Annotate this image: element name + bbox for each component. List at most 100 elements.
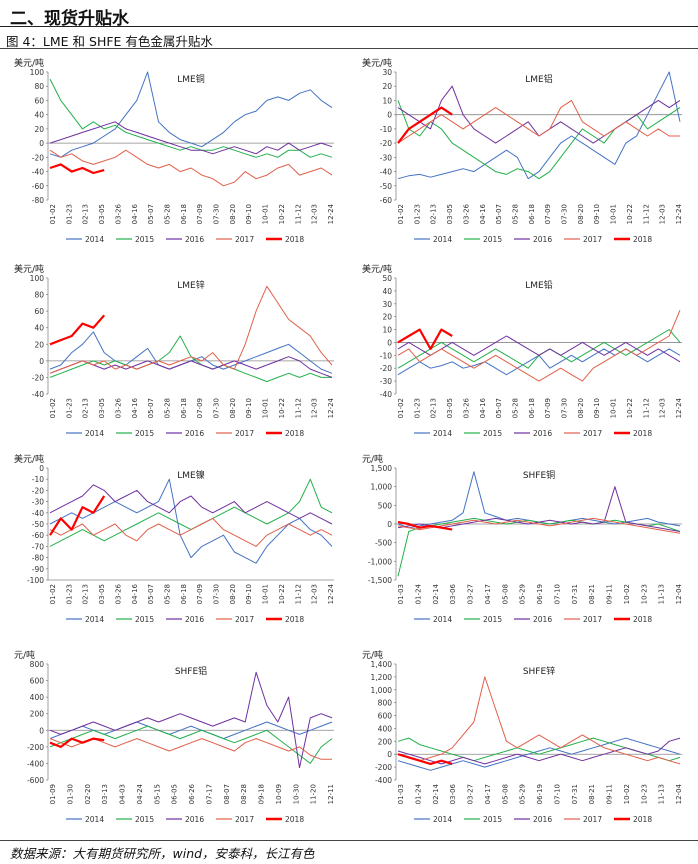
- x-tick-label: 04-16: [479, 203, 487, 224]
- y-tick-label: 0: [39, 726, 44, 735]
- y-tick-label: -10: [380, 125, 392, 134]
- series-line-2015: [49, 78, 333, 158]
- y-tick-label: 1,500: [371, 464, 393, 473]
- series-line-2016: [397, 335, 681, 363]
- legend-label-2018: 2018: [285, 235, 304, 244]
- unit-label: 美元/吨: [362, 263, 392, 275]
- x-tick-label: 08-28: [240, 784, 248, 804]
- legend-label-2017: 2017: [583, 235, 602, 244]
- x-tick-label: 07-17: [205, 784, 213, 804]
- series-line-2015: [397, 100, 681, 180]
- legend-label-2017: 2017: [235, 235, 254, 244]
- y-tick-label: 0: [387, 338, 392, 347]
- legend-label-2016: 2016: [533, 815, 552, 824]
- x-tick-label: 01-23: [65, 584, 73, 604]
- x-tick-label: 07-10: [553, 784, 561, 804]
- x-tick-label: 11-13: [658, 584, 666, 604]
- series-line-2014: [397, 348, 681, 376]
- legend-label-2016: 2016: [185, 235, 204, 244]
- x-tick-label: 10-01: [610, 398, 618, 418]
- legend-label-2018: 2018: [633, 235, 652, 244]
- x-tick-label: 01-23: [65, 204, 73, 224]
- x-tick-label: 05-07: [147, 398, 155, 418]
- x-tick-label: 01-30: [66, 784, 74, 804]
- y-tick-label: 80: [34, 291, 44, 300]
- x-tick-label: 07-30: [213, 204, 221, 224]
- x-tick-label: 04-16: [131, 203, 139, 224]
- x-tick-label: 07-09: [544, 204, 552, 224]
- x-tick-label: 01-03: [397, 584, 405, 604]
- chart-title: LME镍: [177, 469, 204, 481]
- x-tick-label: 02-13: [82, 398, 90, 418]
- series-line-2016: [49, 356, 333, 378]
- x-tick-label: 12-03: [659, 398, 667, 418]
- x-tick-label: 01-23: [413, 398, 421, 418]
- chart-shfe-copper: 元/吨 SHFE铜 -1,500 -1,000 -500 0 500 1,000 1,500 01…: [362, 453, 683, 624]
- series-line-2017: [397, 517, 681, 534]
- unit-label: 美元/吨: [362, 57, 392, 69]
- legend-label-2017: 2017: [235, 615, 254, 624]
- x-tick-label: 10-02: [623, 584, 631, 604]
- caption-rule: [0, 48, 698, 49]
- unit-label: 美元/吨: [14, 57, 44, 69]
- x-tick-label: 12-04: [675, 783, 683, 804]
- heading-rule: [0, 26, 698, 27]
- x-tick-label: 09-18: [258, 784, 266, 804]
- x-tick-label: 03-27: [467, 584, 475, 604]
- series-line-2017: [49, 285, 333, 374]
- y-tick-label: 200: [30, 710, 45, 719]
- chart-title: SHFE铝: [175, 665, 207, 677]
- y-tick-label: -30: [380, 153, 392, 162]
- y-tick-label: -40: [380, 390, 392, 399]
- x-tick-label: 10-01: [262, 584, 270, 604]
- x-tick-label: 10-22: [626, 204, 634, 224]
- x-tick-label: 12-24: [675, 397, 683, 418]
- x-tick-label: 05-28: [163, 398, 171, 418]
- x-tick-label: 08-20: [577, 204, 585, 224]
- legend-label-2017: 2017: [235, 429, 254, 438]
- x-tick-label: 05-28: [163, 584, 171, 604]
- y-tick-label: -20: [380, 139, 392, 148]
- x-tick-label: 01-02: [49, 584, 57, 604]
- y-tick-label: -100: [27, 576, 44, 585]
- x-tick-label: 06-19: [536, 584, 544, 604]
- y-tick-label: -200: [375, 763, 392, 772]
- series-line-2018: [397, 521, 453, 531]
- series-line-2014: [49, 331, 333, 374]
- source-note: 数据来源：大有期货研究所，wind，安泰科，长江有色: [10, 846, 315, 861]
- x-tick-label: 04-16: [131, 397, 139, 418]
- legend-label-2014: 2014: [85, 615, 104, 624]
- y-tick-label: -50: [380, 182, 392, 191]
- y-tick-label: -500: [375, 539, 392, 548]
- y-tick-label: 20: [34, 125, 44, 134]
- x-tick-label: 07-10: [553, 584, 561, 604]
- x-tick-label: 04-03: [119, 784, 127, 804]
- x-tick-label: 09-11: [606, 784, 614, 804]
- x-tick-label: 05-28: [511, 204, 519, 224]
- x-tick-label: 01-24: [414, 583, 422, 604]
- chart-shfe-aluminum: 元/吨 SHFE铝 -600 -400 -200 0 200 400 600 800 01-09 01…: [14, 649, 335, 824]
- x-tick-label: 08-21: [588, 784, 596, 804]
- y-tick-label: -1,500: [368, 576, 392, 585]
- x-tick-label: 01-24: [414, 783, 422, 804]
- x-tick-label: 04-17: [484, 584, 492, 604]
- series-line-2014: [49, 478, 333, 564]
- series-line-2018: [49, 737, 105, 749]
- series-line-2014: [397, 71, 681, 180]
- y-tick-label: 0: [387, 111, 392, 120]
- x-tick-label: 05-29: [519, 784, 527, 804]
- x-tick-label: 07-09: [196, 204, 204, 224]
- x-tick-label: 09-10: [593, 398, 601, 418]
- series-line-2018: [397, 328, 453, 351]
- chart-title: LME铝: [525, 73, 552, 85]
- x-tick-label: 07-30: [561, 204, 569, 224]
- series-line-2016: [49, 121, 333, 155]
- legend-label-2015: 2015: [135, 429, 154, 438]
- y-tick-label: -60: [32, 182, 44, 191]
- series-line-2017: [49, 738, 332, 760]
- x-tick-label: 06-18: [180, 204, 188, 224]
- y-tick-label: 1,400: [371, 660, 393, 669]
- y-tick-label: 1,000: [371, 483, 393, 492]
- x-tick-label: 03-05: [98, 398, 106, 418]
- legend-label-2015: 2015: [483, 429, 502, 438]
